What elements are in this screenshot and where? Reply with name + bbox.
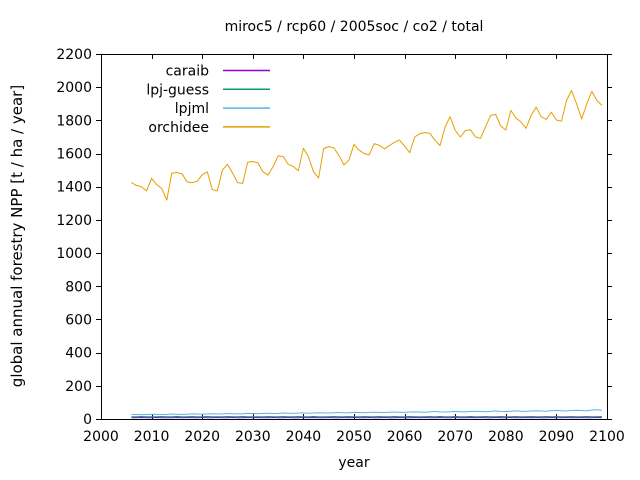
- legend-label-lpj-guess: lpj-guess: [146, 82, 209, 98]
- y-tick-label: 1200: [56, 213, 92, 229]
- legend-label-lpjml: lpjml: [175, 101, 209, 117]
- y-tick-label: 2200: [56, 47, 92, 63]
- x-tick-label: 2100: [589, 429, 625, 445]
- x-tick-label: 2000: [83, 429, 119, 445]
- x-tick-label: 2090: [539, 429, 575, 445]
- y-tick-label: 0: [83, 412, 92, 428]
- y-tick-label: 600: [65, 312, 92, 328]
- series-line-lpjml: [131, 409, 602, 416]
- x-tick-label: 2060: [387, 429, 423, 445]
- series-line-orchidee: [131, 90, 603, 201]
- x-tick-label: 2010: [134, 429, 170, 445]
- x-tick-label: 2080: [488, 429, 524, 445]
- y-axis-title: global annual forestry NPP [t / ha / yea…: [8, 84, 26, 388]
- legend-label-caraib: caraib: [166, 64, 210, 80]
- y-tick-label: 1000: [56, 246, 92, 262]
- y-tick-label: 2000: [56, 80, 92, 96]
- x-tick-label: 2050: [336, 429, 372, 445]
- legend-label-orchidee: orchidee: [148, 120, 209, 136]
- x-tick-label: 2070: [437, 429, 473, 445]
- x-axis-title: year: [338, 455, 370, 471]
- x-tick-label: 2040: [286, 429, 322, 445]
- y-tick-label: 1600: [56, 147, 92, 163]
- x-tick-label: 2030: [235, 429, 271, 445]
- y-tick-label: 1800: [56, 113, 92, 129]
- y-tick-label: 400: [65, 346, 92, 362]
- chart-title: miroc5 / rcp60 / 2005soc / co2 / total: [224, 19, 484, 35]
- y-tick-label: 1400: [56, 180, 92, 196]
- y-tick-label: 800: [65, 279, 92, 295]
- y-tick-label: 200: [65, 379, 92, 395]
- x-tick-label: 2020: [184, 429, 220, 445]
